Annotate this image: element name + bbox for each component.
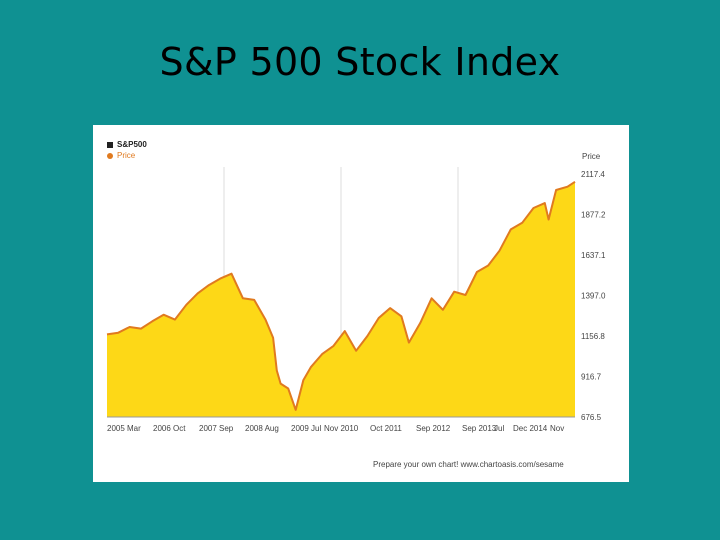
- x-tick-label: Dec 2014: [513, 424, 548, 433]
- x-tick-label: 2009 Jul: [291, 424, 321, 433]
- x-tick-label: 2005 Mar: [107, 424, 141, 433]
- legend-square-icon: [107, 141, 113, 148]
- y-tick-label: 916.7: [581, 373, 602, 382]
- x-tick-label: 2008 Aug: [245, 424, 279, 433]
- x-tick-label: 2006 Oct: [153, 424, 186, 433]
- price-area: [107, 181, 575, 417]
- price-line: [106, 180, 576, 411]
- x-tick-label: Nov 2010: [324, 424, 359, 433]
- chart-credit: Prepare your own chart! www.chartoasis.c…: [373, 460, 564, 469]
- x-tick-label: Sep 2012: [416, 424, 451, 433]
- slide-title: S&P 500 Stock Index: [159, 40, 561, 84]
- x-tick-label: 2007 Sep: [199, 424, 234, 433]
- x-tick-label: Oct 2011: [370, 424, 402, 433]
- legend-title: S&P500: [117, 140, 147, 149]
- y-tick-label: 1637.1: [581, 251, 606, 260]
- y-axis-title: Price: [582, 152, 601, 161]
- chart-panel: 2117.4 1877.2 1637.1 1397.0 1156.8 916.7 676.5…: [93, 125, 629, 482]
- chart-legend: S&P500 Price: [107, 139, 147, 161]
- y-tick-label: 1156.8: [581, 332, 605, 341]
- x-tick-label: Jul: [494, 424, 504, 433]
- y-tick-label: 1877.2: [581, 211, 606, 220]
- y-tick-label: 2117.4: [581, 170, 605, 179]
- x-tick-label: Nov: [550, 424, 564, 433]
- legend-series-label: Price: [117, 151, 136, 160]
- legend-dot-icon: [107, 152, 113, 159]
- y-tick-label: 1397.0: [581, 292, 606, 301]
- price-chart: 2117.4 1877.2 1637.1 1397.0 1156.8 916.7 676.5…: [106, 167, 606, 433]
- x-tick-label: Sep 2013: [462, 424, 497, 433]
- y-tick-label: 676.5: [581, 413, 602, 422]
